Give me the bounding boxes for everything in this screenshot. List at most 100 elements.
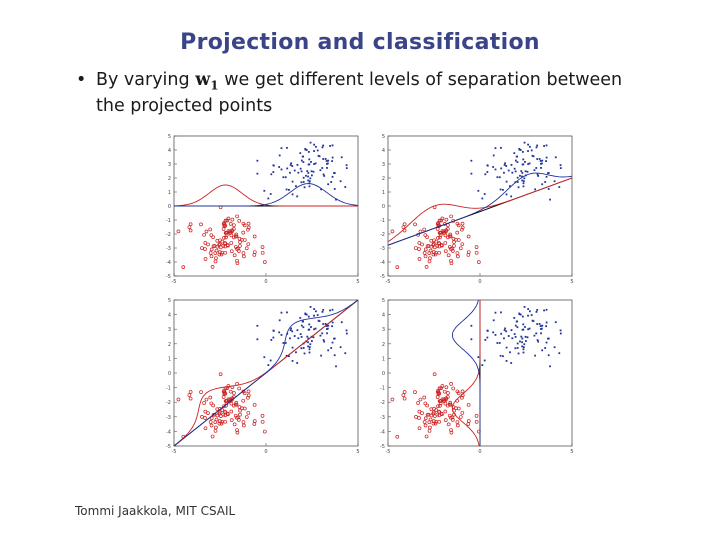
class1-point	[242, 391, 247, 396]
class2-point	[500, 311, 502, 314]
class2-point	[538, 158, 541, 160]
y-tick-label: -3	[166, 415, 171, 421]
class2-point	[300, 335, 303, 338]
class1-point	[215, 238, 220, 243]
class1-point	[188, 396, 193, 401]
class2-point	[331, 175, 334, 178]
class2-density-curve	[387, 172, 573, 246]
class2-point	[536, 339, 539, 341]
class2-point	[307, 345, 310, 348]
class2-point	[331, 308, 334, 311]
y-tick-label: 1	[382, 190, 385, 196]
class2-point	[527, 150, 529, 152]
class2-point	[317, 154, 320, 157]
class1-point	[422, 227, 427, 232]
class1-point	[181, 265, 186, 269]
class1-point	[423, 416, 428, 421]
class2-point	[333, 337, 335, 340]
class2-point	[263, 356, 266, 359]
class1-point	[390, 229, 395, 234]
class1-point	[432, 372, 437, 377]
y-tick-label: -3	[380, 246, 385, 252]
class2-point	[297, 337, 300, 340]
class1-point	[474, 250, 479, 255]
class2-point	[280, 168, 283, 171]
class1-point	[390, 397, 395, 402]
class2-point	[559, 332, 562, 335]
class2-point	[522, 185, 525, 188]
class1-point	[232, 391, 236, 395]
class1-point	[260, 419, 265, 424]
class1-point	[200, 415, 204, 419]
x-tick-label: 0	[264, 449, 267, 455]
class1-point	[241, 230, 246, 235]
class2-point	[319, 169, 322, 172]
class1-point	[395, 434, 400, 439]
class2-point	[299, 333, 302, 336]
class2-point	[510, 164, 513, 166]
y-tick-label: 4	[168, 313, 171, 319]
class2-point	[299, 152, 302, 155]
class2-point	[290, 162, 293, 165]
class2-point	[284, 176, 287, 179]
y-tick-label: 5	[382, 298, 385, 304]
class2-density-curve	[451, 299, 481, 446]
class2-point	[331, 156, 334, 159]
class1-point	[435, 244, 440, 248]
class1-point	[447, 234, 452, 239]
class1-point	[438, 399, 443, 403]
class2-point	[305, 149, 308, 151]
class2-point	[522, 346, 525, 349]
class1-point	[222, 222, 227, 227]
class1-point	[429, 244, 434, 249]
class1-point	[209, 233, 214, 238]
y-tick-label: -4	[166, 429, 171, 435]
class2-point	[295, 351, 297, 354]
class2-point	[290, 327, 293, 330]
class1-point	[449, 214, 453, 219]
class2-point	[326, 162, 329, 165]
class1-point	[222, 236, 226, 240]
class2-point	[500, 332, 503, 335]
class1-point	[241, 420, 246, 424]
class2-point	[267, 364, 270, 367]
class1-point	[414, 415, 418, 419]
class1-point	[224, 235, 228, 240]
scatter-panel-top-left: 5 4 3 2 1 0 -1 -2 -3 -4 -5-5 0 5	[166, 134, 360, 285]
class1-point	[450, 415, 455, 420]
class2-point	[545, 341, 548, 344]
class1-point	[221, 244, 226, 248]
class2-point	[511, 171, 514, 174]
class2-point	[333, 172, 335, 174]
class1-point	[431, 252, 436, 257]
class2-point	[318, 155, 321, 158]
class1-point	[204, 229, 209, 234]
class1-point	[242, 223, 247, 228]
class1-point	[199, 390, 203, 394]
class2-point	[291, 330, 294, 333]
class2-point	[335, 365, 337, 368]
class1-point	[246, 389, 251, 394]
class2-point	[505, 330, 508, 333]
y-tick-label: 2	[168, 176, 171, 182]
class2-point	[306, 335, 309, 338]
class1-point	[448, 400, 453, 405]
class2-point	[291, 359, 294, 362]
y-tick-label: 2	[168, 342, 171, 348]
class1-point	[215, 413, 220, 418]
class2-point	[522, 182, 525, 185]
class1-point	[436, 390, 441, 395]
class1-point	[456, 391, 461, 396]
class1-point	[246, 393, 251, 398]
class1-point	[417, 416, 421, 420]
y-tick-label: 4	[168, 148, 171, 154]
class2-point	[494, 334, 497, 336]
class2-point	[309, 177, 312, 180]
class2-point	[309, 306, 312, 308]
scatter-panel-bottom-right: 5 4 3 2 1 0 -1 -2 -3 -4 -5-5 0 5	[380, 298, 574, 455]
class2-point	[509, 185, 511, 188]
class2-point	[321, 167, 324, 169]
class2-point	[505, 180, 508, 183]
class2-point	[477, 189, 480, 192]
class2-point	[300, 347, 303, 350]
